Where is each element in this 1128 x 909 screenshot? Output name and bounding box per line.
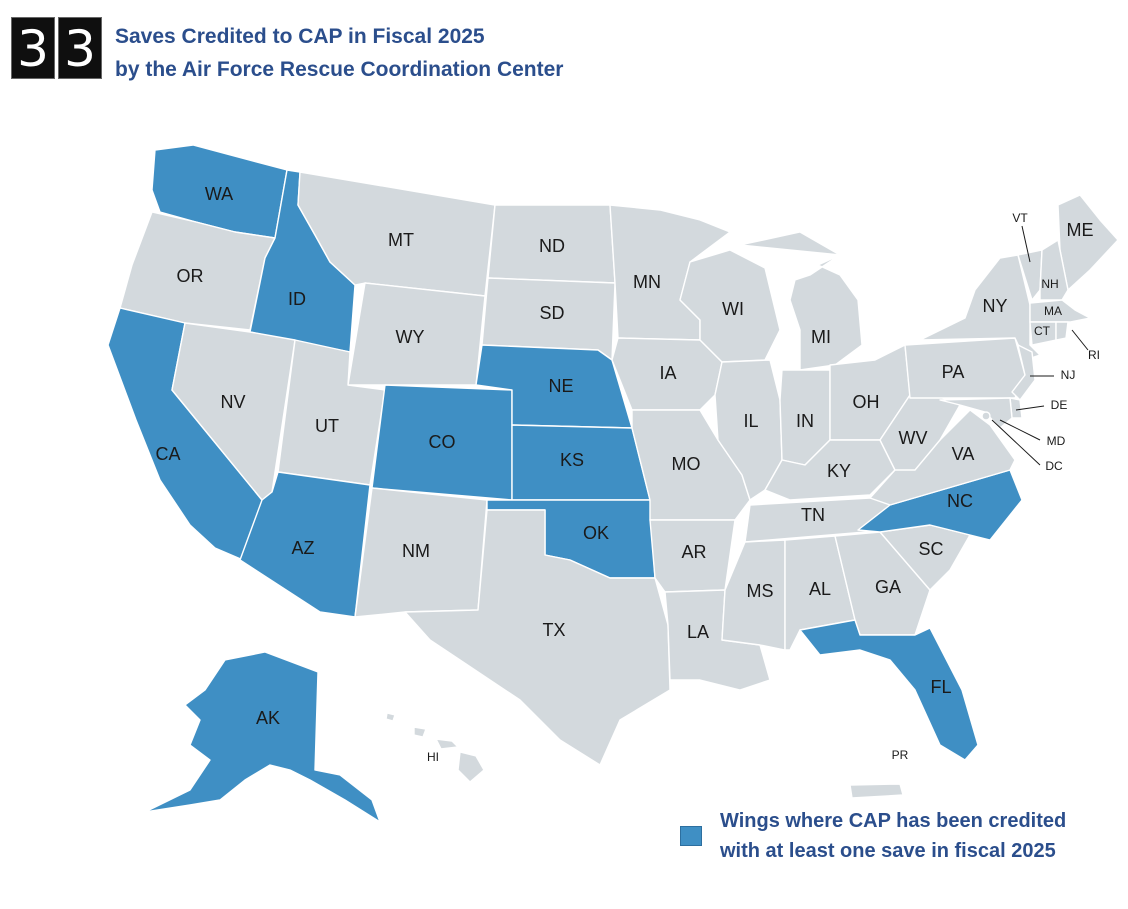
legend-line-2: with at least one save in fiscal 2025 — [720, 840, 1056, 862]
label-TN: TN — [801, 505, 825, 525]
label-LA: LA — [687, 622, 709, 642]
label-PA: PA — [942, 362, 965, 382]
label-OK: OK — [583, 523, 609, 543]
label-KY: KY — [827, 461, 851, 481]
title-line-2: by the Air Force Rescue Coordination Cen… — [115, 58, 564, 81]
state-MO[interactable] — [631, 409, 751, 521]
label-SD: SD — [539, 303, 564, 323]
label-GA: GA — [875, 577, 901, 597]
label-NY: NY — [982, 296, 1007, 316]
label-MO: MO — [672, 454, 701, 474]
label-NC: NC — [947, 491, 973, 511]
label-TX: TX — [542, 620, 565, 640]
label-CT: CT — [1034, 324, 1051, 338]
label-IN: IN — [796, 411, 814, 431]
state-NC[interactable] — [857, 469, 1023, 541]
label-NE: NE — [548, 376, 573, 396]
label-IA: IA — [659, 363, 676, 383]
state-HI[interactable] — [385, 712, 485, 783]
state-NH[interactable] — [1039, 239, 1069, 301]
state-PA[interactable] — [904, 337, 1026, 399]
state-DC[interactable] — [981, 411, 991, 421]
legend-swatch — [680, 826, 702, 846]
label-FL: FL — [930, 677, 951, 697]
state-RI[interactable] — [1055, 321, 1069, 341]
label-NV: NV — [220, 392, 245, 412]
label-WV: WV — [899, 428, 928, 448]
label-OH: OH — [853, 392, 880, 412]
label-MT: MT — [388, 230, 414, 250]
label-MD: MD — [1047, 434, 1066, 448]
label-AZ: AZ — [291, 538, 314, 558]
label-NH: NH — [1041, 277, 1058, 291]
label-NJ: NJ — [1061, 368, 1076, 382]
label-PR: PR — [892, 748, 909, 762]
label-MS: MS — [747, 581, 774, 601]
state-AK[interactable] — [144, 651, 381, 823]
label-DE: DE — [1051, 398, 1068, 412]
title-line-1: Saves Credited to CAP in Fiscal 2025 — [115, 25, 485, 48]
label-WI: WI — [722, 299, 744, 319]
label-ND: ND — [539, 236, 565, 256]
state-VA[interactable] — [869, 409, 1016, 506]
save-counter: 3 3 — [11, 17, 102, 79]
label-HI: HI — [427, 750, 439, 764]
label-SC: SC — [918, 539, 943, 559]
label-VT: VT — [1012, 211, 1028, 225]
label-OR: OR — [177, 266, 204, 286]
label-KS: KS — [560, 450, 584, 470]
label-RI: RI — [1088, 348, 1100, 362]
state-FL[interactable] — [799, 619, 979, 761]
label-DC: DC — [1045, 459, 1063, 473]
label-MI: MI — [811, 327, 831, 347]
state-PR[interactable] — [849, 783, 904, 799]
state-AZ[interactable] — [239, 471, 371, 618]
label-MA: MA — [1044, 304, 1062, 318]
label-CO: CO — [429, 432, 456, 452]
legend-text: Wings where CAP has been credited with a… — [720, 806, 1066, 866]
map-legend: Wings where CAP has been credited with a… — [680, 806, 1066, 866]
page-title: Saves Credited to CAP in Fiscal 2025 by … — [115, 20, 563, 86]
label-MN: MN — [633, 272, 661, 292]
label-UT: UT — [315, 416, 339, 436]
counter-digit: 3 — [11, 17, 55, 79]
label-AK: AK — [256, 708, 280, 728]
label-WA: WA — [205, 184, 233, 204]
label-NM: NM — [402, 541, 430, 561]
label-AR: AR — [681, 542, 706, 562]
state-ME[interactable] — [1057, 194, 1119, 291]
label-ME: ME — [1067, 220, 1094, 240]
label-WY: WY — [396, 327, 425, 347]
counter-digit: 3 — [58, 17, 102, 79]
leader-lines — [991, 225, 1089, 466]
state-TX[interactable] — [404, 509, 671, 766]
legend-line-1: Wings where CAP has been credited — [720, 810, 1067, 832]
state-IL[interactable] — [714, 359, 783, 501]
label-ID: ID — [288, 289, 306, 309]
label-CA: CA — [155, 444, 180, 464]
label-IL: IL — [743, 411, 758, 431]
label-VA: VA — [952, 444, 975, 464]
label-AL: AL — [809, 579, 831, 599]
